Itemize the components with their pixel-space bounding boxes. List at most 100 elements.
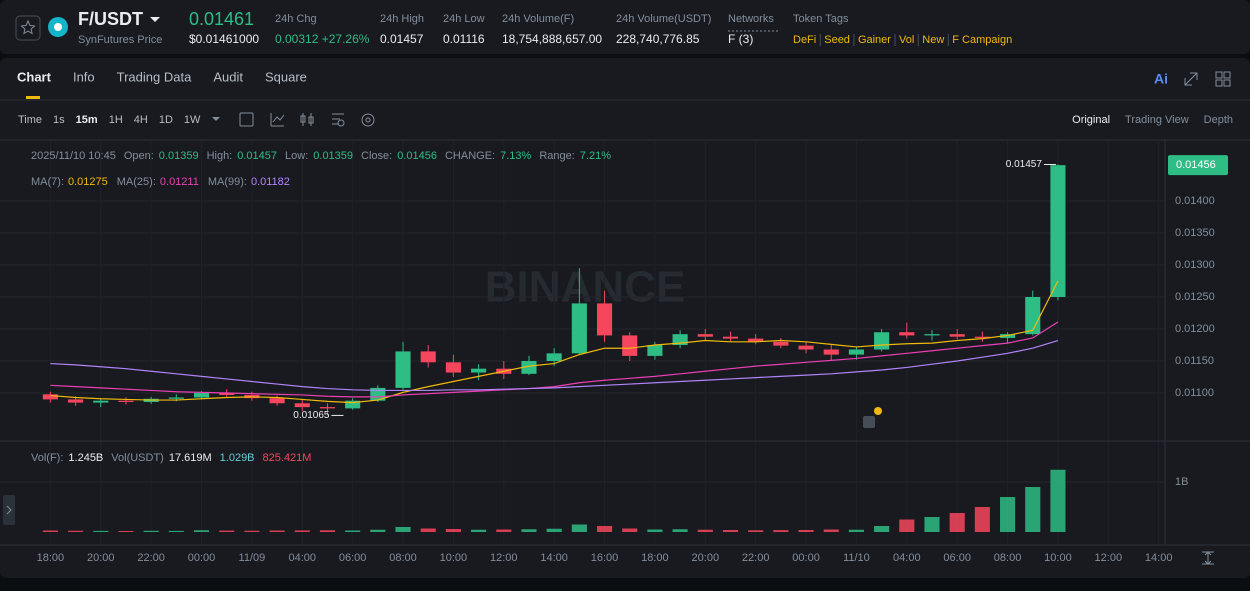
volume-bar [168,530,184,532]
low-marker: 0.01065 [293,410,330,421]
active-tab-indicator [26,96,40,99]
candle-body [395,351,411,388]
volume-bar [219,530,235,532]
star-icon [20,19,36,35]
token-tag[interactable]: Gainer [858,34,891,46]
candle-body [596,303,613,336]
x-tick-label: 12:00 [1095,552,1123,564]
x-tick-label: 04:00 [289,552,317,564]
volume-bar [1025,487,1041,532]
candle-body [924,334,940,336]
view-option[interactable]: Depth [1204,114,1233,126]
volume-bar [596,526,613,532]
volume-bar [93,530,109,532]
volume-bar [420,528,436,532]
event-dot [874,407,882,415]
volume-bar [697,529,713,532]
header-bar [0,0,1250,54]
layout-icon[interactable] [1215,71,1231,87]
tab[interactable]: Square [265,69,307,84]
legend-value: 1.245B [68,452,103,464]
tab[interactable]: Chart [17,69,52,84]
volume-bar [798,530,814,532]
volume-bar [924,517,940,532]
volume-bar [193,530,210,532]
volume-bar [647,529,663,532]
candle-body [546,353,562,362]
stat-value: 0.01457 [380,32,424,46]
last-price-label: 0.01456 [1176,159,1216,171]
stat-label: 24h Low [443,13,485,25]
candle-body [672,334,688,346]
side-toggle[interactable] [3,495,15,525]
pair-dropdown[interactable] [150,17,160,22]
candle-body [193,393,210,398]
fit-icon[interactable] [1202,551,1214,565]
volume-bar [622,528,638,532]
x-tick-label: 08:00 [994,552,1022,564]
interval[interactable]: 1D [159,114,173,126]
candle-body [722,336,739,339]
candle-body [748,338,764,342]
x-tick-label: 06:00 [339,552,367,564]
stat-label: 24h Chg [275,13,317,25]
token-tag[interactable]: Seed [824,34,850,46]
candle-body [521,361,537,374]
volume-bar [899,519,915,532]
interval[interactable]: 1W [184,114,201,126]
volume-bar [445,529,461,532]
view-option[interactable]: Trading View [1125,114,1189,126]
tab[interactable]: Audit [213,69,243,84]
x-tick-label: 10:00 [440,552,468,564]
x-tick-label: 20:00 [87,552,115,564]
interval[interactable]: 4H [134,114,148,126]
interval: Time [18,114,42,126]
tab[interactable]: Trading Data [117,69,192,84]
candle-body [168,397,184,399]
ma-line [50,321,1059,398]
interval[interactable]: 1s [53,114,65,126]
favorite-button[interactable] [15,15,41,41]
chart-tools[interactable] [239,112,375,127]
candle-body [219,393,235,395]
candle-body [848,349,864,355]
ma-label: MA(7): [31,176,64,188]
candle-body [874,332,890,350]
token-tag[interactable]: F Campaign [952,34,1012,46]
candle-body [345,400,361,409]
legend-value: 1.029B [220,452,255,464]
volume-bar [269,530,285,532]
candle-body [899,332,915,336]
interval[interactable]: 15m [76,114,98,126]
legend-value: 7.21% [580,150,611,162]
legend-value: 825.421M [263,452,312,464]
legend-label: Close: [361,150,392,162]
token-logo-inner [54,23,62,31]
more-intervals[interactable] [212,117,220,121]
x-tick-label: 18:00 [641,552,669,564]
volume-bar [949,513,965,532]
token-tag[interactable]: Vol [899,34,914,46]
view-option[interactable]: Original [1072,114,1110,126]
x-tick-label: 14:00 [1145,552,1173,564]
legend-label: High: [207,150,233,162]
ma-value: 0.01182 [251,176,290,188]
ma-line [50,339,1059,392]
token-tag[interactable]: DeFi [793,34,816,46]
volume-bar [319,530,336,532]
event-icon[interactable] [863,416,875,428]
interval[interactable]: 1H [109,114,123,126]
tab[interactable]: Info [73,69,95,84]
ai-button[interactable]: Ai [1154,71,1168,87]
grid: BINANCE [0,140,1165,545]
candle-body [1000,334,1016,338]
candle-body [471,368,487,373]
candle-body [420,351,436,363]
stat-label: 24h Volume(USDT) [616,13,711,25]
volume-bar [345,530,361,532]
legend-value: 0.01359 [313,150,353,162]
volume-bar [974,507,990,532]
token-tag[interactable]: New [922,34,944,46]
expand-icon[interactable] [1184,72,1198,86]
